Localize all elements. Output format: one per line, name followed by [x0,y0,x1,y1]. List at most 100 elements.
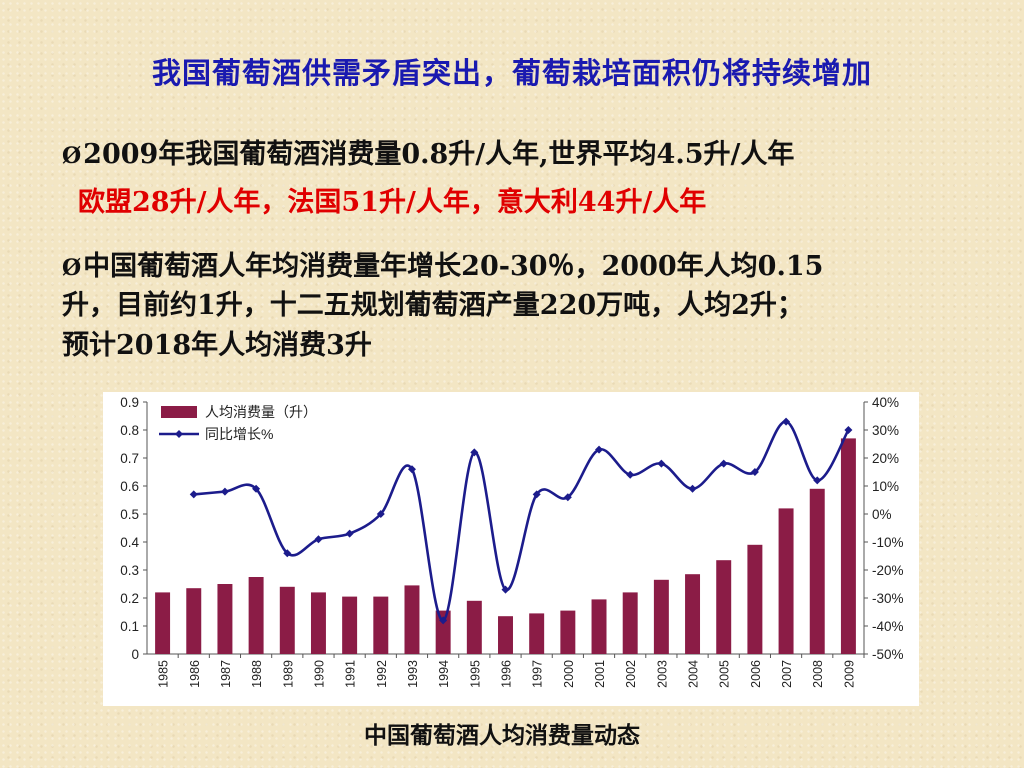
x-tick-label: 1993 [406,660,420,688]
growth-point [314,535,323,544]
x-tick-label: 2002 [624,660,638,688]
x-tick-label: 2004 [687,660,701,688]
y-left-tick-label: 0.7 [120,451,139,466]
x-tick-label: 1986 [188,660,202,688]
bar [560,610,576,654]
bar [248,577,264,654]
chart-caption: 中国葡萄酒人均消费量动态 [364,722,640,749]
bar [653,579,669,654]
bullet-2: Ø中国葡萄酒人年均消费量年增长20-30％，2000年人均0.15 [62,244,823,283]
x-tick-label: 2003 [655,660,669,688]
bullet-2-text-line1: 中国葡萄酒人年均消费量年增长20-30％，2000年人均0.15 [83,251,824,282]
bar [591,599,607,654]
y-left-tick-label: 0.1 [120,619,139,634]
growth-point [189,490,198,499]
y-right-tick-label: 10% [872,479,899,494]
y-left-tick-label: 0.5 [120,507,139,522]
bullet-arrow-icon: Ø [62,143,82,169]
x-tick-label: 2006 [749,660,763,688]
bullet-1-text: 2009年我国葡萄酒消费量0.8升/人年,世界平均4.5升/人年 [83,139,795,170]
x-tick-label: 1995 [468,660,482,688]
y-right-tick-label: 40% [872,395,899,410]
y-right-tick-label: -40% [872,619,904,634]
y-right-tick-label: -50% [872,647,904,662]
growth-point [719,459,728,468]
growth-point [501,585,510,594]
growth-point [376,510,385,518]
y-left-tick-label: 0.3 [120,563,139,578]
x-tick-label: 1997 [531,660,545,688]
bar [435,610,451,654]
bar [716,560,732,654]
bar [685,574,701,654]
legend-line-label: 同比增长% [205,426,273,442]
bar [778,508,794,654]
x-tick-label: 2000 [562,660,576,688]
y-left-tick-label: 0.9 [120,395,139,410]
bar [840,438,856,654]
growth-point [283,549,292,558]
bar [498,616,513,654]
legend-bar-label: 人均消费量（升） [205,404,317,420]
x-tick-label: 2001 [593,660,607,688]
slide-title: 我国葡萄酒供需矛盾突出，葡萄栽培面积仍将持续增加 [151,56,872,90]
growth-point [345,529,354,538]
bar [155,592,171,654]
y-right-tick-label: -20% [872,563,904,578]
growth-point [657,459,666,468]
x-tick-label: 1991 [344,660,358,688]
growth-point [813,476,822,485]
growth-point [532,490,541,499]
bar [466,600,482,654]
growth-point [407,465,416,474]
bullet-2-text-line2: 升，目前约1升，十二五规划葡萄酒产量220万吨，人均2升； [62,290,804,321]
y-left-tick-label: 0.6 [120,479,139,494]
growth-point [688,484,697,493]
bar [404,585,420,654]
x-tick-label: 2008 [811,660,825,688]
bar [373,596,389,654]
bullet-arrow-icon: Ø [62,255,82,281]
y-right-tick-label: 0% [872,507,892,522]
bullet-1: Ø2009年我国葡萄酒消费量0.8升/人年,世界平均4.5升/人年 [62,132,794,171]
bullet-2-text-line3: 预计2018年人均消费3升 [62,330,372,361]
y-left-tick-label: 0 [131,647,139,662]
growth-point [782,417,791,426]
x-tick-label: 1996 [500,660,514,688]
growth-point [439,616,448,625]
y-right-tick-label: -30% [872,591,904,606]
legend-bar-swatch [161,406,197,418]
growth-point [220,487,229,496]
y-left-tick-label: 0.8 [120,423,139,438]
growth-point [252,484,261,493]
y-right-tick-label: 30% [872,423,899,438]
x-tick-label: 2009 [842,660,856,688]
y-right-tick-label: 20% [872,451,899,466]
y-left-tick-label: 0.4 [120,535,139,550]
growth-point [750,468,759,476]
consumption-chart: 0 0.1 0.2 0.3 0.4 0.5 0.6 0.7 0.8 0.9 -50% -40% -30%… [120,395,904,688]
x-tick-label: 1989 [281,660,295,688]
y-left-tick-label: 0.2 [120,591,139,606]
x-tick-label: 1985 [157,660,171,688]
x-tick-label: 1994 [437,660,451,688]
legend-line-marker [175,430,183,438]
x-tick-label: 1992 [375,660,389,688]
bar [217,584,233,654]
bar [310,592,326,654]
growth-point [844,426,853,434]
bar [809,488,825,654]
x-tick-label: 1990 [312,660,326,688]
x-tick-label: 2007 [780,660,794,688]
bar [342,596,358,654]
x-tick-label: 1988 [250,660,264,688]
bar [622,592,638,654]
growth-point [470,448,479,457]
bar [186,588,202,654]
growth-point [563,493,572,502]
growth-point [595,445,604,454]
x-tick-label: 1987 [219,660,233,688]
bullet-1-red-text: 欧盟28升/人年，法国51升/人年，意大利44升/人年 [78,187,707,218]
growth-point [626,470,635,479]
x-tick-label: 2005 [718,660,732,688]
